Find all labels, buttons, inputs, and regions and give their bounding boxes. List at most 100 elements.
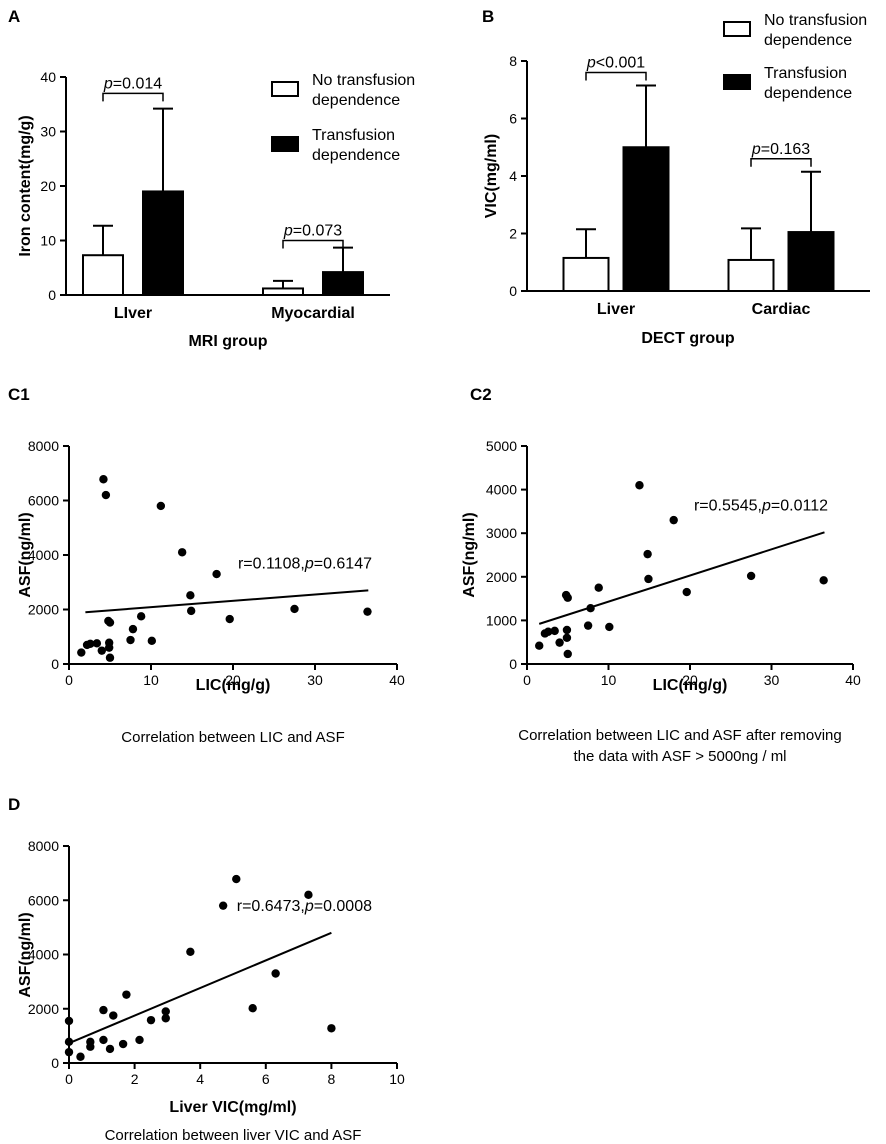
category-label-B: Cardiac <box>752 301 811 318</box>
caption-C2: Correlation between LIC and ASF after re… <box>518 727 842 744</box>
p-value: =0.014 <box>113 75 162 92</box>
data-point-C1 <box>225 614 234 624</box>
data-point-D <box>161 1007 170 1016</box>
x-tick-label-D: 10 <box>389 1071 405 1087</box>
caption-C1: Correlation between LIC and ASF <box>121 729 344 746</box>
x-tick-label-C1: 0 <box>65 672 73 688</box>
data-point-C2 <box>550 626 559 636</box>
y-tick-label-D: 6000 <box>28 892 59 908</box>
data-point-D <box>122 990 131 999</box>
data-point-C1 <box>105 618 115 627</box>
data-point-C1 <box>290 604 299 614</box>
significance-bracket-A <box>282 239 344 249</box>
category-label-A: Myocardial <box>271 305 355 322</box>
p-value: <0.001 <box>596 55 645 72</box>
stat-r-text: r=0.6473, <box>237 898 305 915</box>
data-point-D <box>76 1052 85 1061</box>
bar-A <box>262 287 304 296</box>
data-point-C1 <box>156 501 166 511</box>
y-tick-label-C2: 1000 <box>486 612 517 628</box>
data-point-C2 <box>535 641 544 650</box>
data-point-C2 <box>605 622 614 632</box>
p-value-label-B: p<0.001 <box>586 55 645 72</box>
stat-p-text: =0.6147 <box>314 555 372 572</box>
y-tick-label-B: 0 <box>509 283 517 299</box>
data-point-C1 <box>126 635 135 645</box>
bar-A <box>82 254 124 296</box>
data-point-C2 <box>562 633 572 643</box>
y-tick-label-B: 2 <box>509 226 517 242</box>
bar-B <box>727 258 775 293</box>
data-point-D <box>99 1005 108 1015</box>
p-symbol: p <box>586 55 596 72</box>
regression-line-C2 <box>538 531 825 625</box>
data-point-C1 <box>105 653 115 662</box>
x-tick-label-D: 6 <box>262 1071 270 1087</box>
data-point-C1 <box>104 643 114 652</box>
data-point-C1 <box>97 646 107 655</box>
y-tick-label-C2: 5000 <box>486 438 517 454</box>
y-tick-label-D: 4000 <box>28 947 59 963</box>
legend-swatch-A <box>271 81 299 97</box>
x-tick-label-D: 4 <box>196 1071 204 1087</box>
data-point-D <box>99 1035 108 1045</box>
y-tick-label-C1: 0 <box>51 656 59 672</box>
significance-bracket-A <box>102 92 164 102</box>
data-point-C2 <box>682 587 691 597</box>
legend-swatch-B <box>723 21 751 37</box>
x-tick-label-C1: 40 <box>389 672 405 688</box>
legend-label-B: dependence <box>764 85 852 102</box>
data-point-D <box>135 1035 144 1045</box>
data-point-C2 <box>555 638 564 647</box>
panel-label-C2: C2 <box>470 385 492 404</box>
y-tick-label-C2: 4000 <box>486 482 517 498</box>
caption-D: Correlation between liver VIC and ASF <box>105 1127 362 1144</box>
p-symbol: p <box>751 141 761 158</box>
x-tick-label-C2: 20 <box>682 672 698 688</box>
data-point-C2 <box>594 583 603 592</box>
data-point-C2 <box>819 576 828 585</box>
stat-p-text: =0.0112 <box>771 497 828 514</box>
x-tick-label-C1: 10 <box>143 672 159 688</box>
data-point-C2 <box>586 603 595 613</box>
y-tick-label-C2: 3000 <box>486 525 517 541</box>
x-axis-label-C2: LIC(mg/g) <box>653 677 728 694</box>
y-tick-label-D: 8000 <box>28 838 59 854</box>
data-point-D <box>271 969 280 978</box>
data-point-D <box>327 1024 336 1033</box>
data-point-C1 <box>99 475 108 484</box>
data-point-D <box>109 1011 118 1020</box>
x-axis-label-A: MRI group <box>188 333 267 350</box>
data-point-C1 <box>92 639 102 648</box>
x-tick-label-D: 2 <box>131 1071 139 1087</box>
bar-A <box>142 190 184 296</box>
x-tick-label-D: 8 <box>328 1071 336 1087</box>
p-value: =0.163 <box>761 141 810 158</box>
correlation-stat-D: r=0.6473,p=0.0008 <box>237 898 372 915</box>
data-point-D <box>248 1004 257 1013</box>
bar-B <box>787 231 835 292</box>
data-point-C2 <box>540 629 550 638</box>
panel-label-D: D <box>8 795 20 814</box>
legend-swatch-A <box>271 136 299 152</box>
data-point-D <box>218 901 228 910</box>
data-point-C1 <box>363 607 372 616</box>
y-tick-label-C1: 6000 <box>28 493 59 509</box>
x-tick-label-D: 0 <box>65 1071 73 1087</box>
data-point-C1 <box>186 606 196 616</box>
x-tick-label-C1: 20 <box>225 672 241 688</box>
p-value-label-B: p=0.163 <box>751 141 810 158</box>
panel-label-C1: C1 <box>8 385 30 404</box>
correlation-stat-C1: r=0.1108,p=0.6147 <box>238 555 372 572</box>
legend-swatch-B <box>723 74 751 90</box>
legend-label-A: dependence <box>312 147 400 164</box>
data-point-D <box>232 874 241 884</box>
stat-p-prefix: p <box>761 497 771 514</box>
y-tick-label-A: 20 <box>40 178 56 194</box>
data-point-C1 <box>147 636 157 646</box>
x-tick-label-C1: 30 <box>307 672 323 688</box>
p-symbol: p <box>103 75 113 92</box>
y-tick-label-C1: 8000 <box>28 438 59 454</box>
data-point-D <box>105 1044 115 1054</box>
data-point-D <box>64 1016 74 1026</box>
